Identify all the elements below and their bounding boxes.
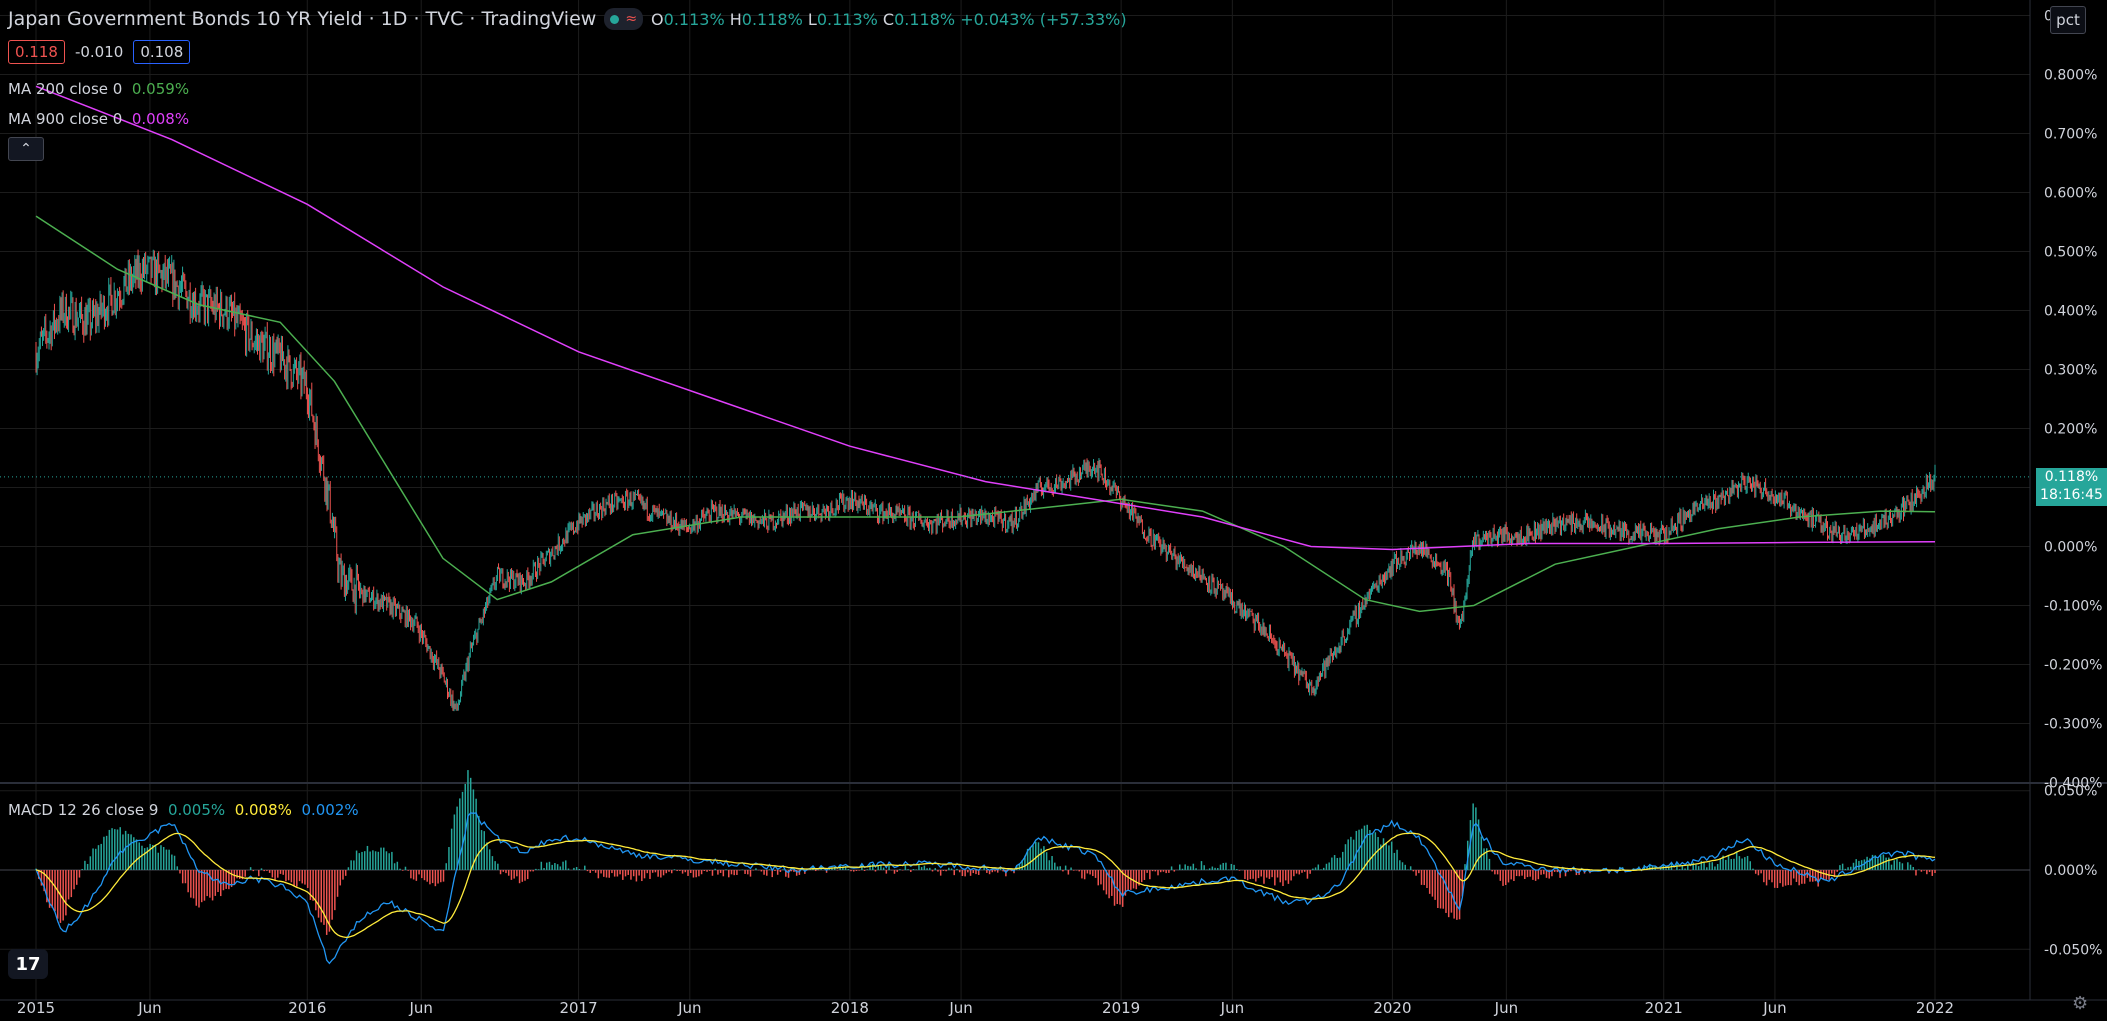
open-label: O <box>651 9 664 29</box>
x-tick-label: Jun <box>677 999 701 1017</box>
tradingview-logo-icon[interactable]: 17 <box>8 949 48 979</box>
x-tick-label: 2021 <box>1645 999 1683 1017</box>
status-pill[interactable]: ≈ <box>604 8 644 30</box>
chart-legend: Japan Government Bonds 10 YR Yield · 1D … <box>8 8 1127 30</box>
last-price-tag: 0.118% 18:16:45 <box>2036 468 2107 506</box>
x-tick-label: 2018 <box>831 999 869 1017</box>
trade-buttons: 0.118 -0.010 0.108 <box>8 40 191 64</box>
macd-signal-line <box>35 832 1936 939</box>
collapse-legend-button[interactable]: ⌃ <box>8 137 44 161</box>
high-label: H <box>729 9 742 29</box>
bar-countdown: 18:16:45 <box>2040 487 2103 503</box>
close-value: 0.118% <box>894 9 956 29</box>
x-tick-label: Jun <box>1762 999 1786 1017</box>
ohlc-values: O0.113% H0.118% L0.113% C0.118% +0.043% … <box>651 10 1127 29</box>
y-tick-label: -0.300% <box>2044 717 2102 733</box>
x-tick-label: Jun <box>948 999 972 1017</box>
x-tick-label: Jun <box>1220 999 1244 1017</box>
macd-label: MACD 12 26 close 9 <box>8 801 159 819</box>
y-tick-label: 0.600% <box>2044 186 2097 202</box>
x-tick-label: Jun <box>409 999 433 1017</box>
x-tick-label: 2019 <box>1102 999 1140 1017</box>
y-tick-label: 0.700% <box>2044 127 2097 143</box>
high-value: 0.118% <box>741 9 803 29</box>
macd-signal-value: 0.008% <box>234 801 292 819</box>
macd-legend[interactable]: MACD 12 26 close 9 0.005% 0.008% 0.002% <box>8 801 359 819</box>
y-tick-label: -0.100% <box>2044 599 2102 615</box>
x-tick-label: 2022 <box>1916 999 1954 1017</box>
low-value: 0.113% <box>816 9 878 29</box>
spread-value: -0.010 <box>74 43 124 61</box>
ma900-value: 0.008% <box>131 110 190 128</box>
open-value: 0.113% <box>663 9 725 29</box>
macd-value: 0.005% <box>167 801 226 819</box>
buy-button[interactable]: 0.108 <box>133 40 191 64</box>
y-tick-label: 0.050% <box>2044 784 2097 800</box>
y-tick-label: -0.400% <box>2044 776 2102 792</box>
y-tick-label: 0.200% <box>2044 422 2097 438</box>
y-tick-label: 0.800% <box>2044 68 2097 84</box>
chevron-up-icon: ⌃ <box>20 141 32 157</box>
market-status-dot <box>610 14 620 24</box>
y-tick-label: 0.000% <box>2044 863 2097 879</box>
y-tick-label: -0.200% <box>2044 658 2102 674</box>
percent-scale-button[interactable]: pct <box>2050 6 2086 34</box>
ma900-label: MA 900 close 0 <box>8 110 123 128</box>
low-label: L <box>807 9 817 29</box>
ma900-legend[interactable]: MA 900 close 0 0.008% <box>8 110 189 128</box>
last-price-value: 0.118% <box>2044 469 2099 485</box>
wave-icon: ≈ <box>625 11 638 27</box>
x-tick-label: 2015 <box>17 999 55 1017</box>
x-tick-label: 2020 <box>1373 999 1411 1017</box>
y-tick-label: -0.050% <box>2044 942 2102 958</box>
macd-histogram-value: 0.002% <box>301 801 359 819</box>
gear-icon[interactable]: ⚙ <box>2072 993 2089 1014</box>
change-value: +0.043% (+57.33%) <box>960 9 1127 29</box>
sell-button[interactable]: 0.118 <box>8 40 65 64</box>
y-tick-label: 0.300% <box>2044 363 2097 379</box>
y-tick-label: 0.400% <box>2044 304 2097 320</box>
x-tick-label: Jun <box>137 999 161 1017</box>
ma200-line <box>35 215 1936 613</box>
ma200-value: 0.059% <box>131 80 190 98</box>
x-tick-label: 2016 <box>288 999 326 1017</box>
ma200-legend[interactable]: MA 200 close 0 0.059% <box>8 80 189 98</box>
close-label: C <box>882 9 895 29</box>
ma900-line <box>35 85 1936 551</box>
y-tick-label: 0.500% <box>2044 245 2097 261</box>
ma200-label: MA 200 close 0 <box>8 80 123 98</box>
y-tick-label: 0.000% <box>2044 540 2097 556</box>
x-tick-label: 2017 <box>559 999 597 1017</box>
symbol-title[interactable]: Japan Government Bonds 10 YR Yield · 1D … <box>8 8 597 30</box>
x-tick-label: Jun <box>1494 999 1518 1017</box>
